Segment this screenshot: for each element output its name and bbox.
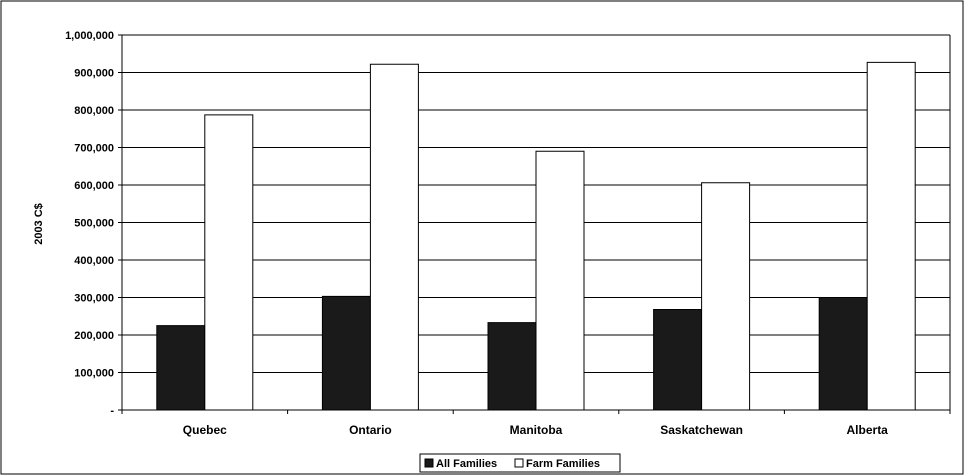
y-tick-label: 200,000 [74, 330, 114, 342]
x-category-label: Manitoba [510, 423, 563, 437]
y-tick-label: 800,000 [74, 105, 114, 117]
x-category-label: Alberta [847, 423, 889, 437]
bar-all-families [487, 322, 537, 411]
y-tick-label: 1,000,000 [65, 30, 114, 42]
y-tick-label: 100,000 [74, 368, 114, 380]
legend-swatch-all-families [424, 458, 434, 468]
x-category-labels: Quebec Ontario Manitoba Saskatchewan Alberta [183, 423, 888, 437]
legend-label-farm-families: Farm Families [526, 458, 600, 470]
y-tick-label: 600,000 [74, 180, 114, 192]
legend-label-all-families: All Families [436, 458, 497, 470]
bar-all-families [156, 325, 206, 411]
legend-swatch-farm-families [514, 458, 524, 468]
y-tick-label: 400,000 [74, 255, 114, 267]
x-category-label: Ontario [349, 423, 392, 437]
x-category-label: Saskatchewan [660, 423, 743, 437]
gridlines [122, 34, 950, 373]
bar-farm-families [535, 150, 585, 411]
y-tick-label: 300,000 [74, 293, 114, 305]
axes [118, 34, 951, 414]
bar-farm-families [866, 61, 916, 411]
y-tick-labels: - 100,000 200,000 300,000 400,000 500,000 600,… [65, 30, 114, 417]
bar-all-families [653, 309, 703, 411]
bar-all-families [321, 295, 371, 411]
x-category-label: Quebec [183, 423, 227, 437]
y-tick-label: 700,000 [74, 143, 114, 155]
bar-farm-families [369, 63, 419, 411]
legend: All Families Farm Families [419, 453, 621, 473]
bar-all-families [818, 297, 868, 411]
bar-farm-families [701, 182, 751, 411]
bar-farm-families [204, 114, 254, 411]
y-axis-title: 2003 C$ [33, 203, 45, 245]
y-tick-label: 900,000 [74, 68, 114, 80]
y-tick-label: 500,000 [74, 218, 114, 230]
y-tick-label: - [110, 405, 114, 417]
